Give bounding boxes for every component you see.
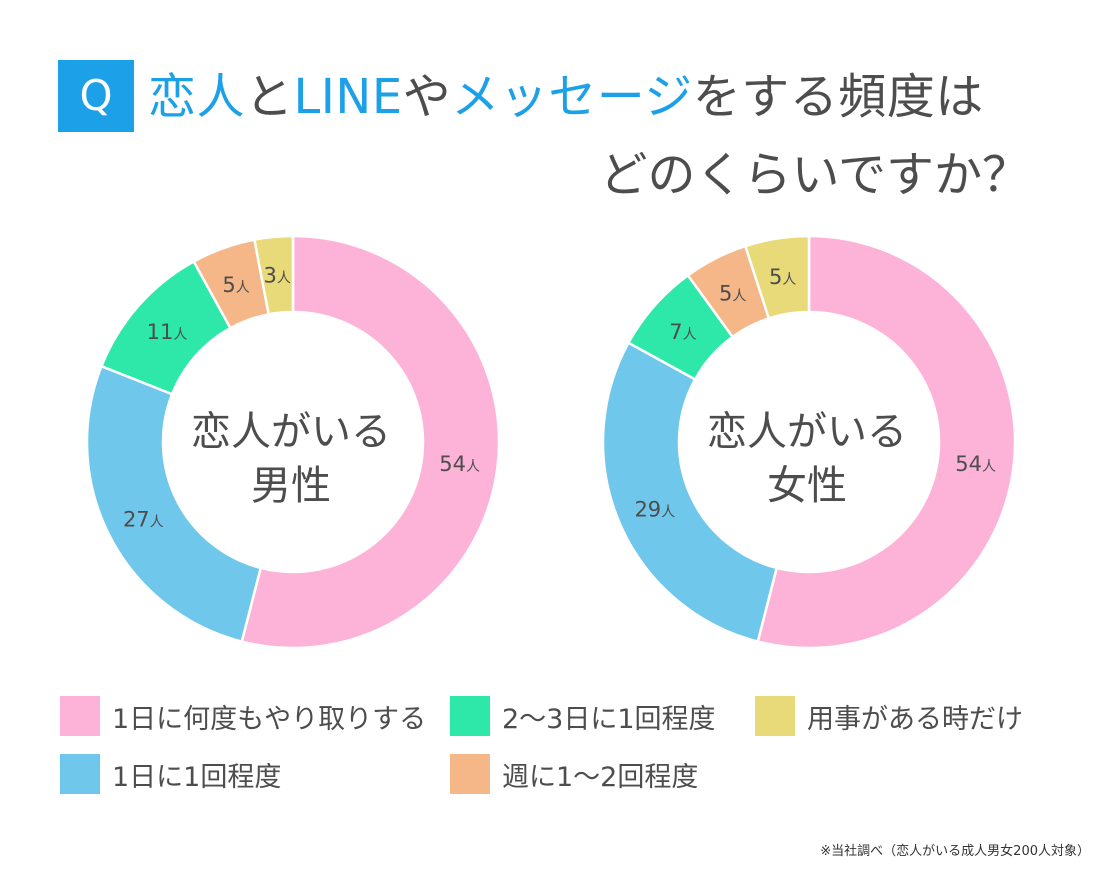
center-label-male-line2: 男性	[251, 463, 331, 509]
title-particle-ya: や	[402, 69, 452, 125]
legend-item-weekly: 週に1〜2回程度	[450, 754, 698, 794]
title-line-2: どのくらいですか？	[599, 147, 1030, 203]
legend-item-daily-once: 1日に1回程度	[60, 754, 281, 794]
slice-female-daily-multi	[756, 234, 1017, 650]
legend-label: 1日に何度もやり取りする	[112, 703, 427, 735]
center-label-female-line1: 恋人がいる	[707, 409, 907, 455]
legend-swatch	[60, 754, 100, 794]
title-keyword-lover: 恋人	[148, 69, 246, 125]
title-line-1: 恋人とLINEやメッセージをする頻度は	[148, 62, 984, 132]
question-badge: Q	[58, 60, 134, 132]
legend-swatch	[60, 696, 100, 736]
chart-center-label-male: 恋人がいる 男性	[161, 405, 421, 513]
legend-swatch	[755, 696, 795, 736]
center-label-female-line2: 女性	[767, 463, 847, 509]
slice-label-male-when-needed: 3人	[264, 264, 291, 288]
slice-male-when-needed	[252, 234, 295, 316]
legend-label: 2〜3日に1回程度	[502, 703, 716, 735]
slice-label-female-weekly: 5人	[719, 281, 746, 305]
legend-label: 用事がある時だけ	[807, 703, 1023, 735]
legend-swatch	[450, 754, 490, 794]
title-rest: をする頻度は	[692, 69, 984, 125]
title-keyword-message: メッセージ	[451, 69, 693, 125]
slice-label-male-weekly: 5人	[222, 273, 249, 297]
legend-swatch	[450, 696, 490, 736]
chart-center-label-female: 恋人がいる 女性	[677, 405, 937, 513]
legend-label: 1日に1回程度	[112, 761, 282, 793]
legend-item-when-needed: 用事がある時だけ	[755, 696, 1023, 736]
slice-label-female-two-three-days: 7人	[669, 320, 696, 344]
slice-male-daily-multi	[240, 234, 501, 650]
title-particle-to: と	[245, 69, 294, 125]
legend-item-daily-multi: 1日に何度もやり取りする	[60, 696, 426, 736]
slice-male-daily-once	[85, 364, 263, 644]
title-keyword-line: LINE	[293, 69, 403, 125]
slice-label-male-daily-multi: 54人	[439, 452, 480, 476]
footnote: ※当社調べ（恋人がいる成人男女200人対象）	[820, 844, 1090, 859]
legend-item-two-three-days: 2〜3日に1回程度	[450, 696, 716, 736]
slice-label-male-daily-once: 27人	[123, 507, 164, 531]
slice-label-female-daily-multi: 54人	[955, 452, 996, 476]
slice-label-female-daily-once: 29人	[634, 498, 675, 522]
slice-female-daily-once	[601, 341, 779, 644]
slice-female-when-needed	[743, 234, 811, 320]
legend-label: 週に1〜2回程度	[502, 761, 699, 793]
slice-label-female-when-needed: 5人	[769, 265, 796, 289]
center-label-male-line1: 恋人がいる	[191, 409, 391, 455]
slice-label-male-two-three-days: 11人	[147, 320, 188, 344]
